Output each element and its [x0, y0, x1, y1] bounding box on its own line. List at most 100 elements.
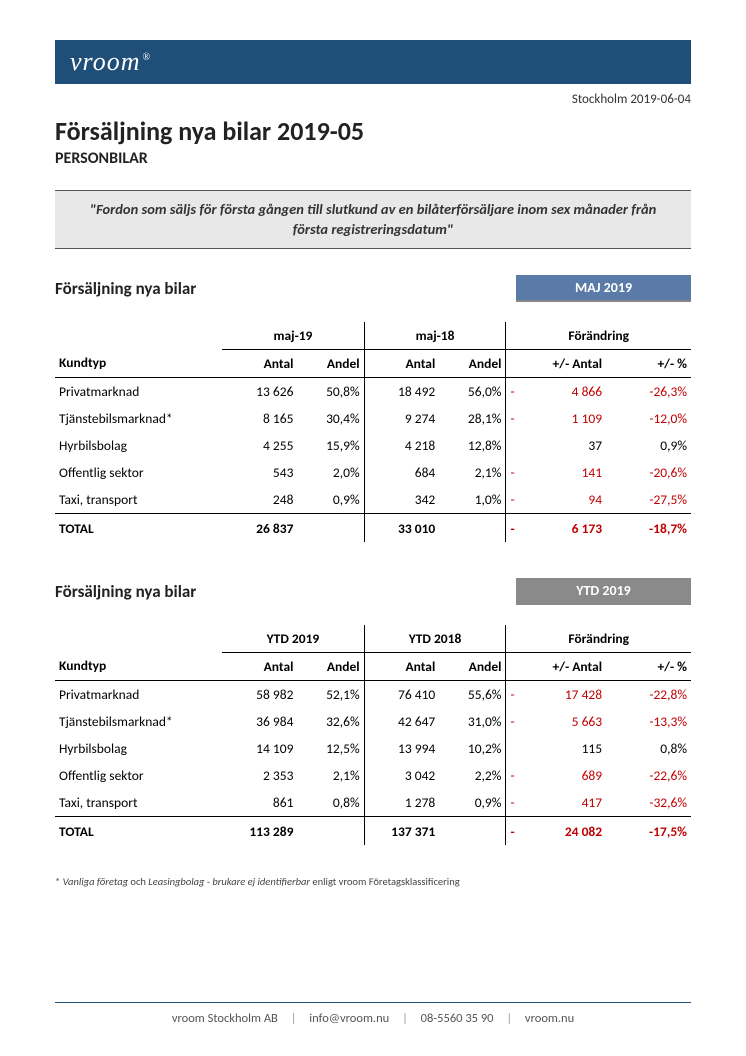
col-antal-a-ytd: Antal	[222, 652, 297, 680]
cell-chg-pct: -13,3%	[606, 708, 691, 735]
cell-antal-a: 26 837	[222, 513, 297, 542]
cell-antal-b: 4 218	[364, 432, 439, 459]
cell-andel-a: 30,4%	[297, 405, 364, 432]
col-kundtyp: Kundtyp	[55, 349, 222, 377]
cell-label: Offentlig sektor	[55, 762, 222, 789]
cell-sign: -	[506, 708, 521, 735]
cell-antal-b: 13 994	[364, 735, 439, 762]
cell-sign: -	[506, 405, 521, 432]
cell-chg-pct: -12,0%	[606, 405, 691, 432]
table-row: Taxi, transport2480,9%3421,0%-94-27,5%	[55, 486, 691, 514]
cell-andel-a: 0,8%	[297, 789, 364, 817]
cell-andel-a: 2,0%	[297, 459, 364, 486]
col-chg-antal: +/- Antal	[521, 349, 606, 377]
cell-chg-pct: -32,6%	[606, 789, 691, 817]
cell-andel-b	[439, 816, 506, 845]
page-subtitle: PERSONBILAR	[55, 149, 691, 168]
cell-andel-a: 52,1%	[297, 680, 364, 708]
col-group-change-ytd: Förändring	[506, 625, 691, 653]
cell-andel-a: 0,9%	[297, 486, 364, 514]
cell-antal-a: 13 626	[222, 377, 297, 405]
cell-label: Privatmarknad	[55, 377, 222, 405]
period-badge-ytd: YTD 2019	[516, 578, 691, 605]
cell-label: Taxi, transport	[55, 789, 222, 817]
cell-chg-pct: -27,5%	[606, 486, 691, 514]
cell-chg-pct: -26,3%	[606, 377, 691, 405]
cell-label: Taxi, transport	[55, 486, 222, 514]
cell-label: Tjänstebilsmarknad*	[55, 708, 222, 735]
cell-andel-b: 56,0%	[439, 377, 506, 405]
cell-chg-pct: 0,8%	[606, 735, 691, 762]
cell-label: Privatmarknad	[55, 680, 222, 708]
cell-chg-antal: 689	[521, 762, 606, 789]
page-title: Försäljning nya bilar 2019-05	[55, 115, 691, 147]
cell-andel-b	[439, 513, 506, 542]
section-title-ytd: Försäljning nya bilar	[55, 581, 196, 602]
cell-antal-b: 3 042	[364, 762, 439, 789]
table-row: Hyrbilsbolag14 10912,5%13 99410,2%1150,8…	[55, 735, 691, 762]
cell-antal-b: 342	[364, 486, 439, 514]
cell-antal-b: 42 647	[364, 708, 439, 735]
col-andel-a: Andel	[297, 349, 364, 377]
header-bar: vroom®	[55, 40, 691, 84]
cell-chg-pct: -22,6%	[606, 762, 691, 789]
table-row: Offentlig sektor2 3532,1%3 0422,2%-689-2…	[55, 762, 691, 789]
cell-sign: -	[506, 486, 521, 514]
section-head-ytd: Försäljning nya bilar YTD 2019	[55, 578, 691, 605]
cell-label: Hyrbilsbolag	[55, 432, 222, 459]
cell-chg-antal: 1 109	[521, 405, 606, 432]
table-row: Offentlig sektor5432,0%6842,1%-141-20,6%	[55, 459, 691, 486]
period-badge-month: MAJ 2019	[516, 275, 691, 302]
cell-andel-a	[297, 816, 364, 845]
table-month: maj-19 maj-18 Förändring Kundtyp Antal A…	[55, 322, 691, 542]
cell-andel-b: 55,6%	[439, 680, 506, 708]
cell-chg-pct: -22,8%	[606, 680, 691, 708]
cell-sign: -	[506, 680, 521, 708]
cell-antal-b: 9 274	[364, 405, 439, 432]
col-group-period-a-ytd: YTD 2019	[222, 625, 364, 653]
cell-andel-b: 10,2%	[439, 735, 506, 762]
cell-antal-b: 33 010	[364, 513, 439, 542]
definition-quote: "Fordon som säljs för första gången till…	[55, 190, 691, 249]
cell-antal-a: 4 255	[222, 432, 297, 459]
table-row: Privatmarknad58 98252,1%76 41055,6%-17 4…	[55, 680, 691, 708]
col-antal-b-ytd: Antal	[364, 652, 439, 680]
cell-chg-pct: -18,7%	[606, 513, 691, 542]
col-andel-b: Andel	[439, 349, 506, 377]
col-kundtyp-ytd: Kundtyp	[55, 652, 222, 680]
cell-chg-pct: -20,6%	[606, 459, 691, 486]
col-chg-pct: +/- %	[606, 349, 691, 377]
cell-antal-a: 861	[222, 789, 297, 817]
cell-sign: -	[506, 816, 521, 845]
col-andel-a-ytd: Andel	[297, 652, 364, 680]
cell-andel-a	[297, 513, 364, 542]
cell-antal-a: 36 984	[222, 708, 297, 735]
footnote: * Vanliga företag och Leasingbolag - bru…	[55, 875, 691, 888]
table-row: Privatmarknad13 62650,8%18 49256,0%-4 86…	[55, 377, 691, 405]
cell-chg-antal: 94	[521, 486, 606, 514]
cell-sign: -	[506, 789, 521, 817]
cell-sign: -	[506, 762, 521, 789]
cell-chg-antal: 37	[521, 432, 606, 459]
cell-antal-a: 248	[222, 486, 297, 514]
cell-antal-a: 2 353	[222, 762, 297, 789]
cell-andel-b: 0,9%	[439, 789, 506, 817]
cell-andel-b: 31,0%	[439, 708, 506, 735]
cell-andel-b: 2,2%	[439, 762, 506, 789]
col-chg-pct-ytd: +/- %	[606, 652, 691, 680]
cell-chg-pct: -17,5%	[606, 816, 691, 845]
section-head-month: Försäljning nya bilar MAJ 2019	[55, 275, 691, 302]
cell-chg-pct: 0,9%	[606, 432, 691, 459]
document-date: Stockholm 2019-06-04	[55, 92, 691, 107]
cell-andel-a: 12,5%	[297, 735, 364, 762]
cell-chg-antal: 24 082	[521, 816, 606, 845]
cell-label: TOTAL	[55, 816, 222, 845]
cell-antal-b: 684	[364, 459, 439, 486]
col-andel-b-ytd: Andel	[439, 652, 506, 680]
cell-andel-a: 2,1%	[297, 762, 364, 789]
table-row-total: TOTAL113 289137 371-24 082-17,5%	[55, 816, 691, 845]
cell-antal-a: 8 165	[222, 405, 297, 432]
col-group-period-b-ytd: YTD 2018	[364, 625, 506, 653]
cell-andel-a: 32,6%	[297, 708, 364, 735]
table-ytd: YTD 2019 YTD 2018 Förändring Kundtyp Ant…	[55, 625, 691, 845]
